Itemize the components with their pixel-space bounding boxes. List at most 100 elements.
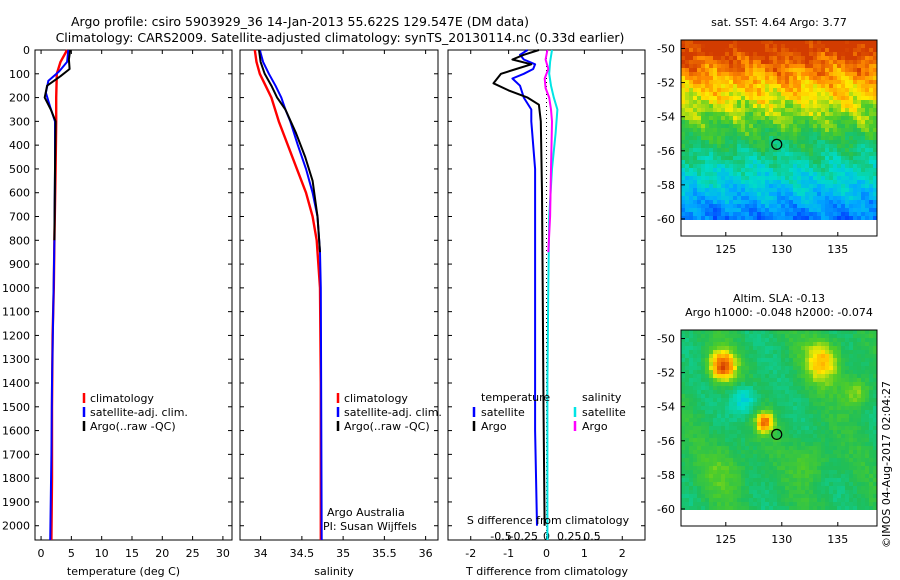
heatmap-cell [689,506,693,510]
heatmap-cell [769,180,773,184]
heatmap-cell [857,180,861,184]
heatmap-cell [785,426,789,430]
heatmap-cell [789,330,793,334]
heatmap-cell [821,454,825,458]
heatmap-cell [701,196,705,200]
pi-label: PI: Susan Wijffels [323,520,417,533]
heatmap-cell [869,410,873,414]
heatmap-cell [789,482,793,486]
heatmap-cell [781,88,785,92]
heatmap-cell [705,44,709,48]
heatmap-cell [745,80,749,84]
heatmap-cell [685,462,689,466]
heatmap-cell [825,450,829,454]
heatmap-cell [733,426,737,430]
heatmap-cell [845,350,849,354]
heatmap-cell [793,40,797,44]
heatmap-cell [733,52,737,56]
heatmap-cell [753,116,757,120]
heatmap-cell [785,60,789,64]
map-frame [680,329,878,527]
heatmap-cell [749,116,753,120]
heatmap-cell [805,108,809,112]
heatmap-cell [733,366,737,370]
heatmap-cell [869,506,873,510]
heatmap-cell [861,442,865,446]
heatmap-cell [765,44,769,48]
heatmap-cell [853,124,857,128]
heatmap-cell [761,358,765,362]
heatmap-cell [693,104,697,108]
heatmap-cell [853,80,857,84]
heatmap-cell [717,68,721,72]
heatmap-cell [797,466,801,470]
heatmap-cell [681,104,685,108]
heatmap-cell [741,382,745,386]
heatmap-cell [781,446,785,450]
heatmap-cell [705,100,709,104]
heatmap-cell [873,494,877,498]
heatmap-cell [757,498,761,502]
heatmap-cell [729,466,733,470]
heatmap-cell [681,176,685,180]
heatmap-cell [685,362,689,366]
heatmap-cell [781,478,785,482]
heatmap-cell [693,458,697,462]
heatmap-cell [865,494,869,498]
heatmap-cell [773,466,777,470]
heatmap-cell [801,450,805,454]
heatmap-cell [821,378,825,382]
heatmap-cell [857,482,861,486]
heatmap-cell [689,112,693,116]
heatmap-cell [765,406,769,410]
heatmap-cell [845,172,849,176]
heatmap-cell [813,116,817,120]
heatmap-cell [845,338,849,342]
heatmap-cell [825,466,829,470]
heatmap-cell [789,128,793,132]
heatmap-cell [685,52,689,56]
heatmap-cell [757,200,761,204]
heatmap-cell [733,164,737,168]
heatmap-cell [717,76,721,80]
heatmap-cell [837,454,841,458]
heatmap-cell [857,212,861,216]
heatmap-cell [761,76,765,80]
heatmap-cell [869,68,873,72]
heatmap-cell [817,418,821,422]
heatmap-cell [829,450,833,454]
heatmap-cell [725,474,729,478]
heatmap-cell [793,490,797,494]
heatmap-cell [833,498,837,502]
heatmap-cell [697,80,701,84]
heatmap-cell [693,108,697,112]
heatmap-cell [857,458,861,462]
heatmap-cell [701,350,705,354]
heatmap-cell [725,410,729,414]
heatmap-cell [873,430,877,434]
heatmap-cell [841,342,845,346]
heatmap-cell [793,60,797,64]
heatmap-cell [729,76,733,80]
heatmap-cell [869,442,873,446]
heatmap-cell [737,164,741,168]
heatmap-cell [821,140,825,144]
heatmap-cell [821,180,825,184]
heatmap-cell [741,56,745,60]
heatmap-cell [789,438,793,442]
heatmap-cell [837,474,841,478]
depth-tick-label: 1300 [2,353,30,366]
heatmap-cell [729,342,733,346]
heatmap-cell [873,40,877,44]
heatmap-cell [857,394,861,398]
heatmap-cell [721,108,725,112]
heatmap-cell [769,418,773,422]
heatmap-cell [865,108,869,112]
heatmap-cell [741,478,745,482]
heatmap-cell [857,446,861,450]
heatmap-cell [705,330,709,334]
heatmap-cell [849,498,853,502]
heatmap-cell [765,148,769,152]
heatmap-cell [705,382,709,386]
heatmap-cell [709,418,713,422]
